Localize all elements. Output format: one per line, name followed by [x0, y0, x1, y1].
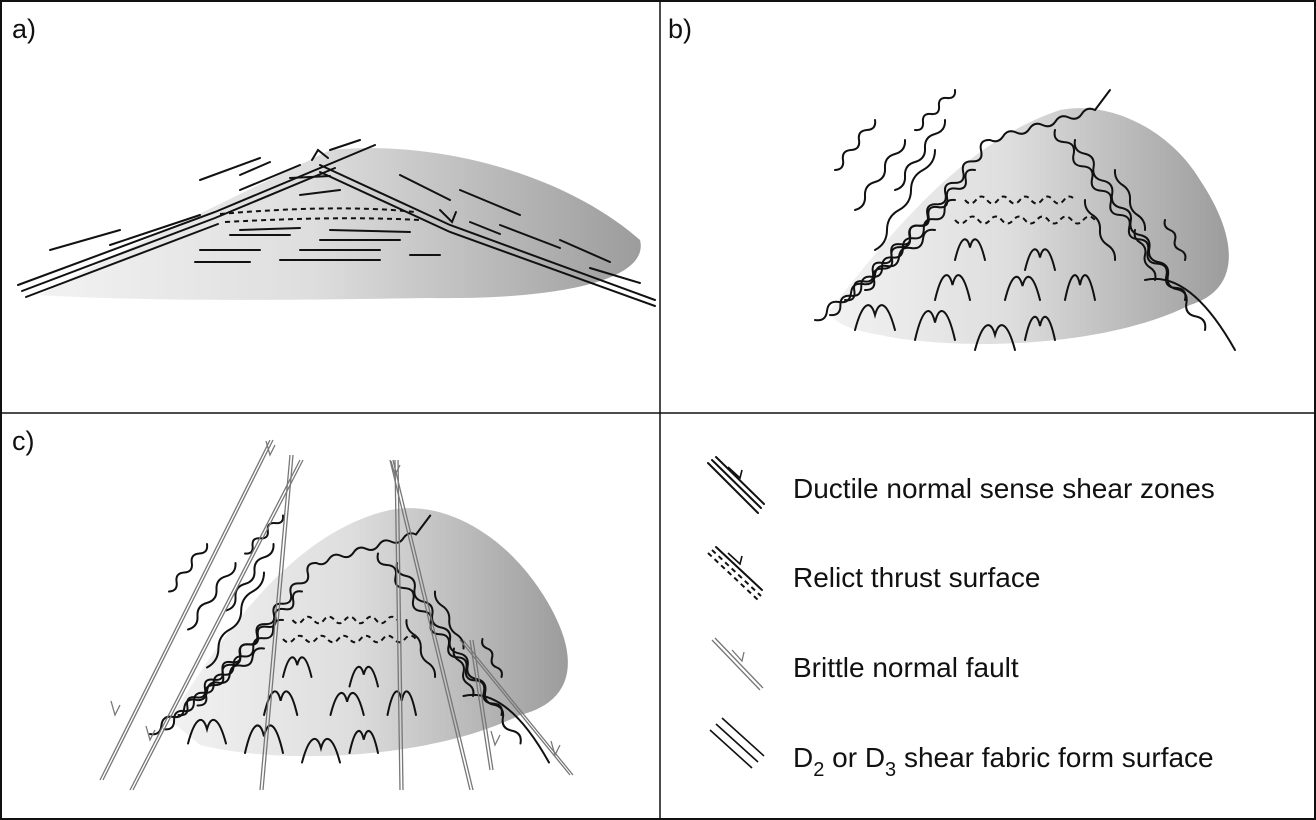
sketch-line [835, 120, 875, 170]
panel-label: a) [12, 14, 36, 44]
sketch-line [915, 90, 955, 130]
subscript: 2 [813, 759, 824, 781]
panel-label: c) [12, 426, 35, 456]
panel-label: b) [668, 14, 692, 44]
sketch-line [1095, 90, 1110, 110]
legend-label: Ductile normal sense shear zones [793, 473, 1215, 504]
sketch-line [266, 441, 275, 455]
sketch-line [491, 731, 500, 745]
panel-b-sketch [815, 90, 1235, 350]
legend-text: shear fabric form surface [896, 742, 1213, 773]
legend-label: Brittle normal fault [793, 652, 1019, 683]
legend-label: Relict thrust surface [793, 562, 1040, 593]
subscript: 3 [885, 759, 896, 781]
legend-text: D [793, 742, 813, 773]
legend-text: or D [824, 742, 885, 773]
panel-c-sketch [100, 440, 573, 790]
sketch-line [146, 726, 155, 740]
panel-a-sketch [18, 140, 655, 306]
legend-label: D2 or D3 shear fabric form surface [793, 742, 1214, 781]
sketch-line [111, 701, 120, 715]
sketch-line [855, 140, 905, 210]
legend-symbols [708, 457, 764, 768]
figure: a) b) c) Ductile normal sense shear zone… [0, 0, 1316, 820]
